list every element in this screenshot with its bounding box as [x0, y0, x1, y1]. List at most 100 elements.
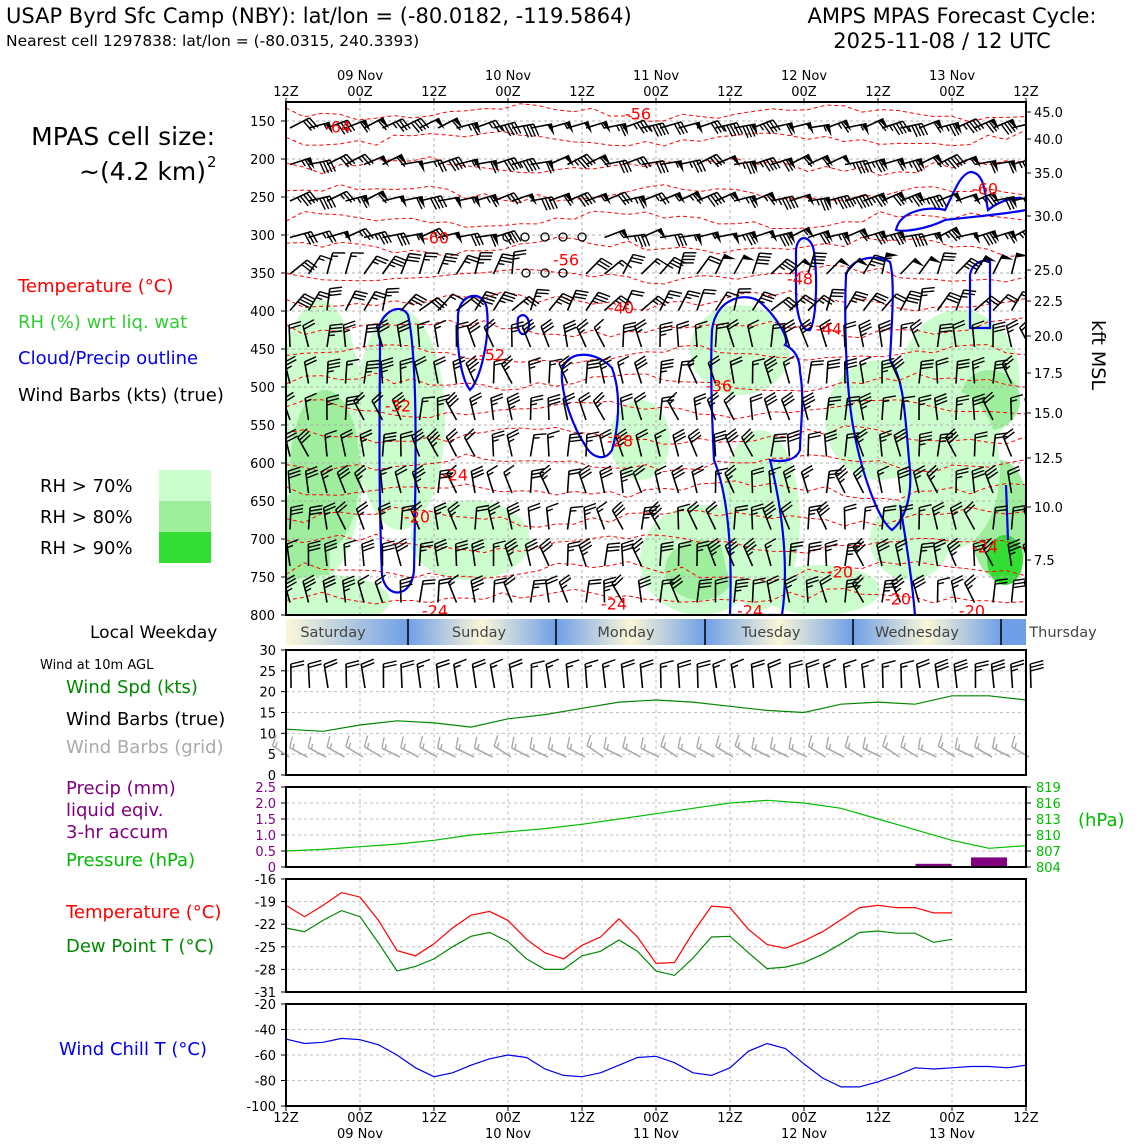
wind-barb-feather — [1040, 232, 1048, 242]
y-tick-label: 30 — [259, 644, 276, 659]
pressure-right-label: 807 — [1036, 845, 1061, 860]
isotherm-label: -40 — [608, 299, 634, 318]
wind-barb — [1030, 435, 1031, 457]
time-tick-label: 12Z — [569, 1111, 595, 1126]
wind-barb-feather — [386, 292, 399, 293]
wind-barb-feather — [757, 260, 769, 261]
wind-barb-feather — [828, 404, 834, 405]
y-tick-label: -19 — [255, 896, 276, 911]
wind-barb-feather — [814, 253, 827, 254]
height-tick-label: 25.0 — [1034, 264, 1063, 279]
height-axis-label: kft MSL — [1087, 320, 1109, 390]
day-label: 09 Nov — [337, 69, 383, 84]
wind-note: Wind at 10m AGL — [40, 658, 154, 673]
cell-size-exponent: 2 — [207, 153, 217, 171]
day-label: 13 Nov — [929, 69, 975, 84]
y-tick-label: 2.5 — [255, 781, 276, 796]
wind-barb-feather — [775, 434, 788, 435]
height-tick-label: 45.0 — [1034, 106, 1063, 121]
grid-wind-barb-feather — [792, 744, 793, 750]
temp-panel: -31-28-25-22-19-16 — [255, 873, 1026, 1001]
pressure-tick-label: 350 — [250, 267, 275, 282]
grid-wind-barb-feather — [533, 744, 534, 750]
time-tick-label: 12Z — [421, 85, 447, 100]
precip-label-2: liquid eqiv. — [66, 800, 163, 821]
wind-barb-feather — [1046, 125, 1049, 131]
wind-barb-feather — [329, 335, 335, 336]
height-axis: 45.040.035.030.025.022.520.017.515.012.5… — [1026, 106, 1063, 569]
isotherm-label: -24 — [737, 602, 763, 621]
time-tick-label: 00Z — [791, 1111, 817, 1126]
wind-barb-feather — [961, 297, 967, 298]
wind-barb-feather — [921, 295, 927, 296]
wind-barb-feather — [812, 361, 824, 362]
height-tick-label: 30.0 — [1034, 210, 1063, 225]
time-tick-label: 12Z — [1013, 1111, 1039, 1126]
isotherm-label: -24 — [601, 595, 627, 614]
rh-region — [760, 565, 880, 615]
legend-temperature: Temperature (°C) — [17, 276, 173, 297]
isotherm-label: -36 — [706, 377, 732, 396]
y-tick-label: 5 — [268, 748, 276, 763]
pressure-right-label: 804 — [1036, 861, 1061, 876]
isotherm-label: -44 — [816, 320, 842, 339]
wind-barb-feather — [1026, 396, 1037, 402]
y-tick-label: -40 — [255, 1024, 276, 1039]
wind-barb-feather — [570, 511, 576, 512]
wind-barb-feather — [1037, 234, 1041, 239]
isotherm-label: -52 — [479, 346, 505, 365]
pressure-tick-label: 500 — [250, 381, 275, 396]
wind-barb-feather — [1029, 358, 1041, 361]
precip-label-1: Precip (mm) — [66, 778, 176, 799]
isotherm-label: -60 — [423, 229, 449, 248]
wind-barb-feather — [1027, 400, 1038, 406]
wind-barb-feather — [1043, 231, 1051, 241]
wind-barb-feather — [347, 364, 353, 365]
day-label: 11 Nov — [633, 1127, 679, 1140]
time-tick-label: 12Z — [1013, 85, 1039, 100]
wind-barb-feather — [536, 293, 549, 294]
wind-barb-feather — [902, 401, 908, 402]
legend-wind: Wind Barbs (kts) (true) — [18, 385, 224, 406]
rh-legend-swatch — [159, 501, 211, 532]
time-tick-label: 00Z — [791, 85, 817, 100]
wind-barb-feather — [1031, 432, 1043, 434]
y-tick-label: -80 — [255, 1075, 276, 1090]
wind-barb-feather — [883, 401, 889, 402]
wind-barb — [1030, 157, 1051, 165]
pressure-tick-label: 800 — [250, 609, 275, 624]
wind-barb-feather — [847, 554, 853, 555]
legend-rh: RH (%) wrt liq. wat — [18, 312, 187, 333]
y-tick-label: 0.5 — [255, 845, 276, 860]
wind-barb-feather — [423, 583, 436, 584]
wind-barb-feather — [534, 580, 547, 581]
y-tick-label: -16 — [255, 873, 276, 888]
time-tick-label: 00Z — [347, 1111, 373, 1126]
title-right-1: AMPS MPAS Forecast Cycle: — [808, 4, 1097, 28]
time-tick-label: 00Z — [643, 85, 669, 100]
wind-barb-feather — [812, 260, 824, 261]
weekday-name: Sunday — [452, 625, 507, 641]
y-tick-label: -100 — [246, 1100, 276, 1115]
weekday-band — [1001, 619, 1026, 645]
precip-label-3: 3-hr accum — [66, 822, 168, 843]
wind-barb-feather — [423, 580, 435, 581]
wind-barb-feather — [944, 253, 956, 254]
rh-legend-label: RH > 90% — [40, 538, 133, 559]
wind-barb-feather — [1027, 198, 1033, 209]
y-tick-label: 25 — [259, 665, 276, 680]
cell-size-value: ~(4.2 km) — [79, 157, 206, 186]
wind-barb-feather — [813, 256, 825, 257]
weekday-name: Wednesday — [875, 625, 959, 641]
y-tick-label: 15 — [259, 707, 276, 722]
height-tick-label: 35.0 — [1034, 167, 1063, 182]
wind-barb-feather — [537, 290, 549, 291]
wind-barb-feather — [832, 293, 844, 294]
wind-barb-feather — [886, 580, 898, 581]
title-left: USAP Byrd Sfc Camp (NBY): lat/lon = (-80… — [6, 4, 632, 28]
wind-grid-label: Wind Barbs (grid) — [66, 737, 224, 758]
height-tick-label: 20.0 — [1034, 330, 1063, 345]
